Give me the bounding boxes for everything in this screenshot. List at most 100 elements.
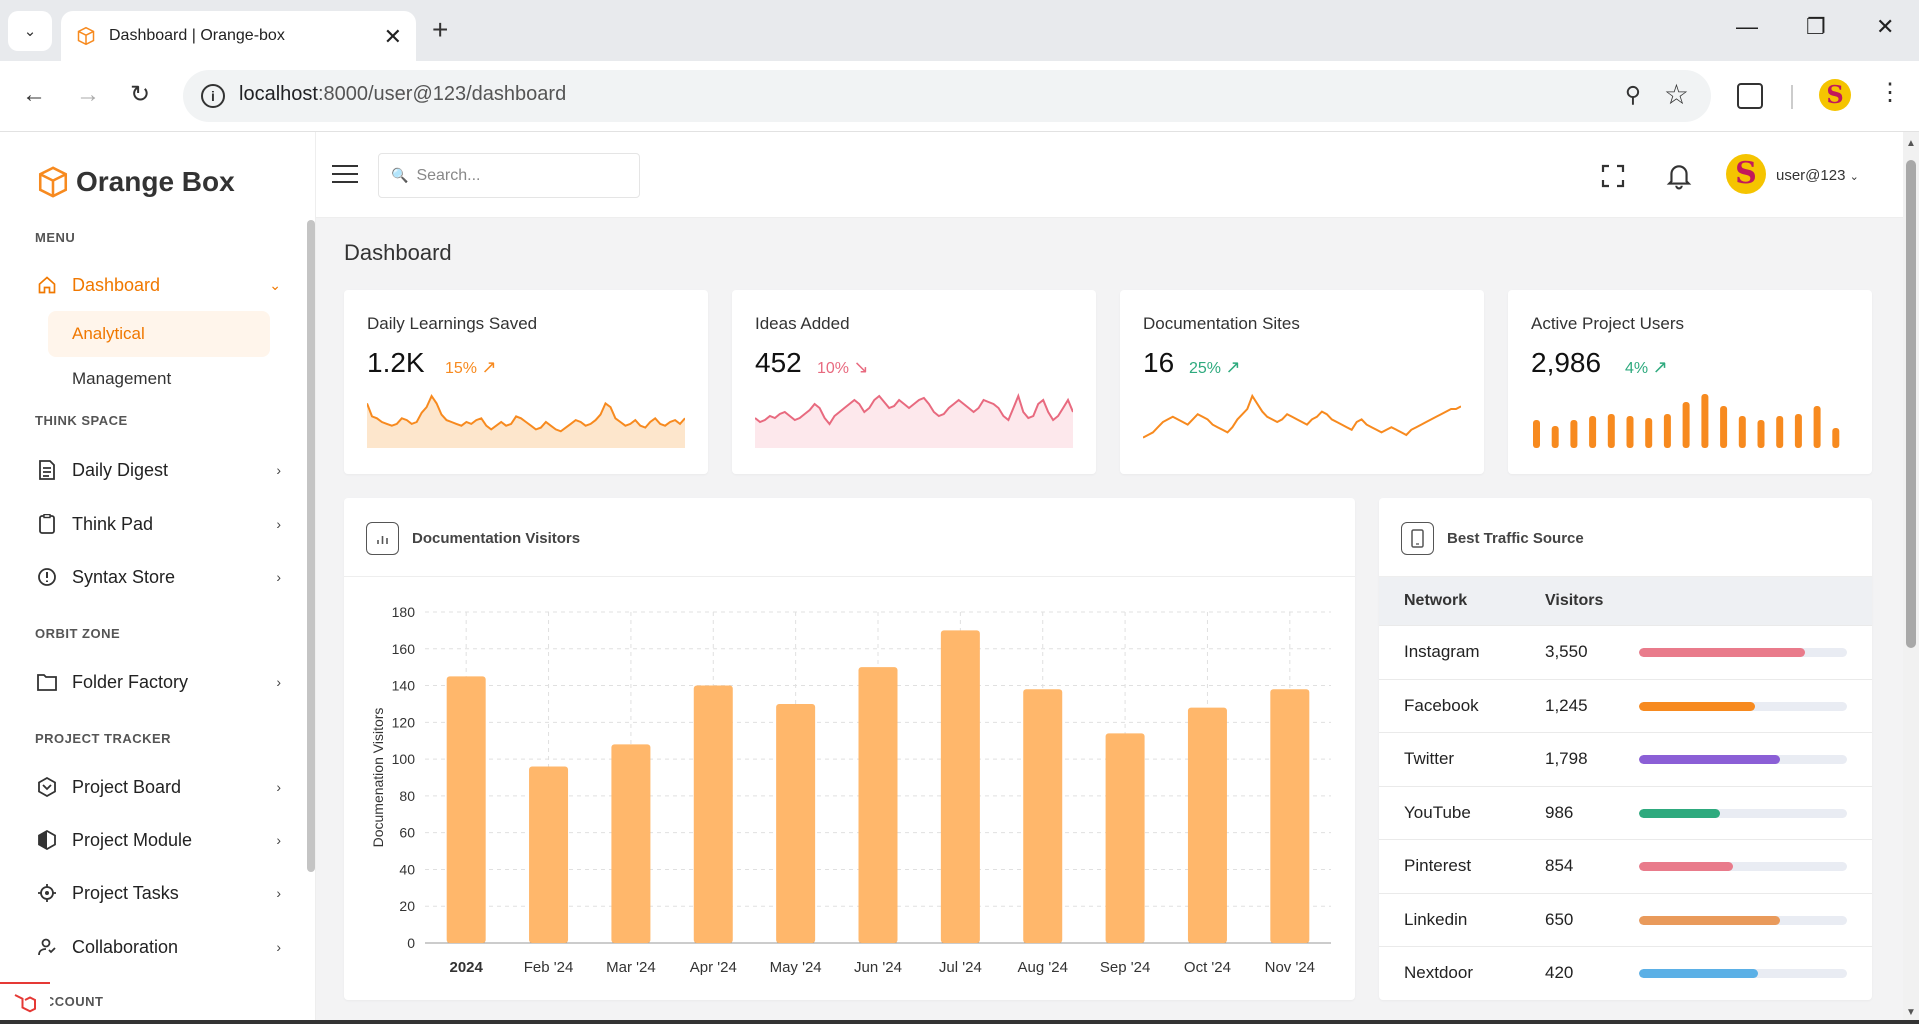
close-icon[interactable]: ✕ (383, 24, 402, 49)
panel-header: Documentation Visitors (344, 498, 1355, 577)
stat-value: 2,986 (1531, 347, 1602, 378)
browser-profile-avatar[interactable]: S (1819, 79, 1851, 111)
sidebar-item-dashboard[interactable]: Dashboard ⌄ (36, 269, 281, 301)
visitor-count: 1,798 (1545, 749, 1588, 768)
y-tick-label: 120 (392, 714, 416, 730)
bookmark-star-icon[interactable]: ☆ (1663, 79, 1689, 110)
back-icon[interactable]: ← (22, 81, 46, 108)
sidebar-item-project-module[interactable]: Project Module › (36, 824, 281, 856)
section-think-space: THINK SPACE (35, 413, 128, 428)
spark-bar (1570, 420, 1578, 448)
x-tick-label: Nov '24 (1265, 959, 1315, 976)
network-name: Instagram (1404, 642, 1480, 661)
minimize-icon[interactable]: — (1736, 14, 1758, 39)
browser-tab-strip: ⌄ Dashboard | Orange-box ✕ + — ❐ ✕ (0, 0, 1919, 61)
bar (1270, 689, 1310, 943)
x-tick-label: 2024 (449, 959, 483, 976)
chevron-right-icon: › (276, 885, 281, 901)
omnibox[interactable]: i localhost:8000/user@123/dashboard ⚲ ☆ (183, 70, 1711, 122)
spark-bar (1757, 420, 1765, 448)
url-host: localhost (239, 83, 318, 105)
sidebar-item-label: Project Board (72, 776, 182, 797)
y-tick-label: 160 (392, 641, 416, 657)
hamburger-menu-icon[interactable] (332, 165, 358, 185)
y-tick-label: 140 (392, 678, 416, 694)
stat-bar-sparkline (1533, 394, 1840, 448)
trend-up-icon: ↗ (481, 357, 497, 377)
chevron-right-icon: › (276, 832, 281, 848)
sidebar-sub-analytical[interactable]: Analytical (48, 311, 270, 357)
url-path: :8000/user@123/dashboard (317, 83, 567, 105)
stat-sparkline (1143, 393, 1461, 439)
bar (529, 766, 569, 943)
sidebar-item-daily-digest[interactable]: Daily Digest › (36, 454, 281, 486)
sidebar-sub-management[interactable]: Management (72, 369, 172, 388)
stat-title: Daily Learnings Saved (367, 314, 538, 333)
taskbar-edge (0, 1020, 1919, 1024)
new-tab-button[interactable]: + (432, 14, 449, 45)
sparkline-line (755, 393, 1073, 426)
scroll-down-icon[interactable]: ▼ (1906, 1007, 1916, 1018)
y-tick-label: 180 (392, 604, 416, 620)
network-name: Pinterest (1404, 856, 1472, 875)
progress-fill (1639, 808, 1721, 818)
reload-icon[interactable]: ↻ (130, 81, 151, 108)
column-network: Network (1404, 592, 1468, 609)
section-project-tracker: PROJECT TRACKER (35, 731, 172, 746)
user-avatar[interactable]: S (1726, 154, 1766, 194)
spark-bar (1682, 402, 1690, 448)
table-row: YouTube 986 (1379, 785, 1872, 839)
bell-icon[interactable] (1666, 162, 1692, 190)
x-tick-label: Oct '24 (1184, 959, 1231, 976)
network-name: Facebook (1404, 695, 1479, 715)
site-info-icon[interactable]: i (201, 84, 225, 108)
zoom-icon[interactable]: ⚲ (1624, 82, 1641, 107)
trend-up-icon: ↗ (1652, 357, 1668, 377)
page-scrollbar[interactable]: ▲ ▼ (1903, 132, 1919, 1024)
url-text[interactable]: localhost:8000/user@123/dashboard (239, 83, 566, 106)
sidebar-scrollbar[interactable] (307, 220, 315, 872)
scrollbar-thumb[interactable] (1906, 160, 1916, 648)
search-input[interactable] (416, 166, 617, 185)
chevron-right-icon: › (276, 569, 281, 585)
document-icon (36, 459, 58, 481)
search-box: 🔍 (378, 153, 640, 198)
bar (1105, 733, 1145, 943)
chevron-down-icon: ⌄ (1849, 171, 1859, 183)
sidebar-item-project-tasks[interactable]: Project Tasks › (36, 877, 281, 909)
debugbar-icon[interactable] (0, 982, 50, 1024)
sidebar-item-folder-factory[interactable]: Folder Factory › (36, 666, 281, 698)
brand-logo[interactable]: Orange Box (36, 165, 235, 199)
stat-delta-value: 25% (1189, 360, 1222, 377)
sidebar-item-label: Project Tasks (72, 882, 179, 903)
stat-delta: 25% ↗ (1189, 357, 1241, 378)
bar (1187, 707, 1227, 943)
sidebar-item-syntax-store[interactable]: Syntax Store › (36, 561, 281, 593)
window-close-icon[interactable]: ✕ (1876, 14, 1895, 39)
extensions-icon[interactable] (1737, 83, 1763, 109)
forward-icon[interactable]: → (76, 81, 100, 108)
sidebar-item-label: Folder Factory (72, 671, 189, 692)
browser-tab[interactable]: Dashboard | Orange-box ✕ (61, 11, 416, 61)
restore-icon[interactable]: ❐ (1806, 14, 1826, 39)
user-menu[interactable]: user@123 ⌄ (1776, 167, 1859, 184)
spark-bar (1832, 428, 1840, 448)
sidebar-item-collaboration[interactable]: Collaboration › (36, 931, 281, 963)
chevron-right-icon: › (276, 939, 281, 955)
tab-search-button[interactable]: ⌄ (8, 11, 52, 51)
scroll-up-icon[interactable]: ▲ (1906, 138, 1916, 149)
more-menu-icon[interactable]: ⋮ (1878, 79, 1902, 106)
sidebar-item-think-pad[interactable]: Think Pad › (36, 508, 281, 540)
stat-delta: 15% ↗ (445, 357, 497, 378)
stat-delta-value: 15% (445, 360, 478, 377)
sidebar-item-project-board[interactable]: Project Board › (36, 771, 281, 803)
spark-bar (1589, 416, 1597, 448)
stat-title: Documentation Sites (1143, 314, 1300, 333)
fullscreen-icon[interactable] (1601, 164, 1625, 188)
bar (446, 676, 486, 943)
x-tick-label: Jul '24 (939, 959, 982, 976)
box-icon (77, 26, 95, 46)
stat-value: 1.2K (367, 347, 425, 378)
chevron-down-icon: ⌄ (23, 23, 37, 40)
progress-fill (1639, 969, 1758, 978)
